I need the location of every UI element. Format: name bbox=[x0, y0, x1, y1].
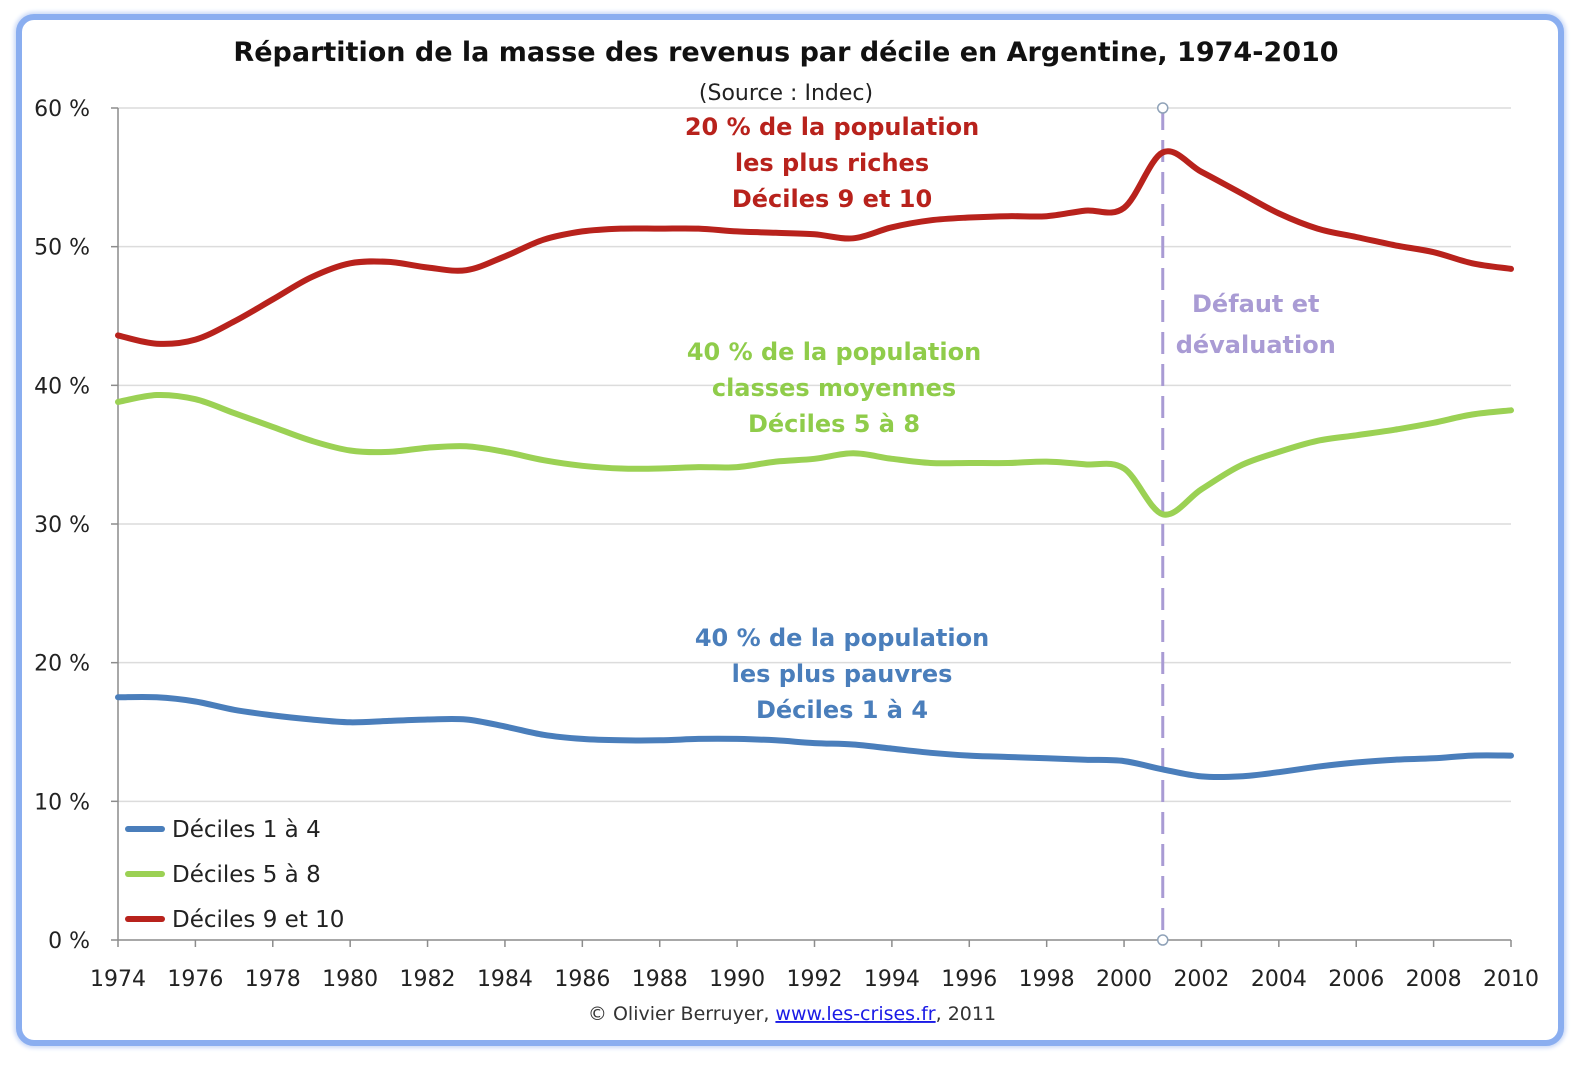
annotation-line: 40 % de la population bbox=[695, 624, 989, 652]
event-handle-bottom bbox=[1157, 934, 1169, 946]
x-tick-label: 1986 bbox=[554, 967, 610, 992]
y-tick-label: 60 % bbox=[34, 97, 90, 122]
y-tick-label: 0 % bbox=[48, 929, 90, 954]
x-tick-label: 1982 bbox=[400, 967, 456, 992]
annotation-line: Déciles 5 à 8 bbox=[748, 410, 920, 438]
event-label: dévaluation bbox=[1176, 331, 1336, 359]
x-tick-label: 2002 bbox=[1173, 967, 1229, 992]
annotation-line: Déciles 9 et 10 bbox=[732, 185, 932, 213]
legend-label: Déciles 5 à 8 bbox=[172, 862, 321, 888]
y-tick-label: 50 % bbox=[34, 236, 90, 261]
x-tick-label: 1980 bbox=[322, 967, 378, 992]
event-label: Défaut et bbox=[1192, 290, 1320, 318]
series-line-1 bbox=[115, 693, 1514, 781]
annotation-line: les plus riches bbox=[735, 149, 929, 177]
y-tick-label: 10 % bbox=[34, 790, 90, 815]
x-tick-label: 1994 bbox=[864, 967, 920, 992]
x-tick-label: 2000 bbox=[1096, 967, 1152, 992]
axes bbox=[111, 107, 1512, 947]
legend-label: Déciles 1 à 4 bbox=[172, 817, 321, 843]
x-axis-ticks: 1974 1976 1978 1980 1982 1984 1986 1988 1990 1992… bbox=[90, 967, 1539, 992]
x-tick-label: 1988 bbox=[632, 967, 688, 992]
event-marker: Défaut et dévaluation bbox=[1157, 102, 1336, 946]
footer-link[interactable]: www.les-crises.fr bbox=[775, 1003, 935, 1025]
x-tick-label: 1996 bbox=[941, 967, 997, 992]
x-tick-label: 2010 bbox=[1483, 967, 1539, 992]
annotation-line: Déciles 1 à 4 bbox=[756, 696, 928, 724]
event-handle-top bbox=[1157, 102, 1169, 114]
x-tick-label: 1990 bbox=[709, 967, 765, 992]
footer-prefix: © Olivier Berruyer, bbox=[588, 1003, 776, 1025]
annotation-line: 40 % de la population bbox=[687, 338, 981, 366]
y-tick-label: 40 % bbox=[34, 374, 90, 399]
annotation-line: 20 % de la population bbox=[685, 113, 979, 141]
annotation-line: les plus pauvres bbox=[732, 660, 953, 688]
series-line-3 bbox=[115, 148, 1514, 347]
series-annotations: 20 % de la population les plus riches Déci… bbox=[685, 113, 989, 724]
footer-credit: © Olivier Berruyer, www.les-crises.fr, 2… bbox=[588, 1003, 996, 1025]
y-axis-ticks: 0 % 10 % 20 % 30 % 40 % 50 % 60 % bbox=[34, 97, 90, 954]
chart-subtitle: (Source : Indec) bbox=[699, 81, 873, 106]
y-tick-label: 20 % bbox=[34, 652, 90, 677]
gridlines bbox=[118, 107, 1511, 803]
series-line-2 bbox=[115, 391, 1514, 518]
x-tick-label: 1992 bbox=[787, 967, 843, 992]
footer-suffix: , 2011 bbox=[936, 1003, 996, 1025]
y-tick-label: 30 % bbox=[34, 513, 90, 538]
chart-title: Répartition de la masse des revenus par … bbox=[233, 37, 1338, 68]
legend: Déciles 1 à 4 Déciles 5 à 8 Déciles 9 et 1… bbox=[125, 817, 344, 933]
series-lines bbox=[115, 148, 1514, 781]
chart-frame bbox=[16, 14, 1564, 1046]
annotation-line: classes moyennes bbox=[712, 374, 956, 402]
x-tick-label: 1984 bbox=[477, 967, 533, 992]
x-tick-label: 1978 bbox=[245, 967, 301, 992]
x-tick-label: 2008 bbox=[1406, 967, 1462, 992]
x-tick-label: 1998 bbox=[1019, 967, 1075, 992]
x-tick-label: 2004 bbox=[1251, 967, 1307, 992]
x-tick-label: 2006 bbox=[1328, 967, 1384, 992]
x-tick-label: 1976 bbox=[167, 967, 223, 992]
legend-label: Déciles 9 et 10 bbox=[172, 907, 344, 933]
x-tick-label: 1974 bbox=[90, 967, 146, 992]
